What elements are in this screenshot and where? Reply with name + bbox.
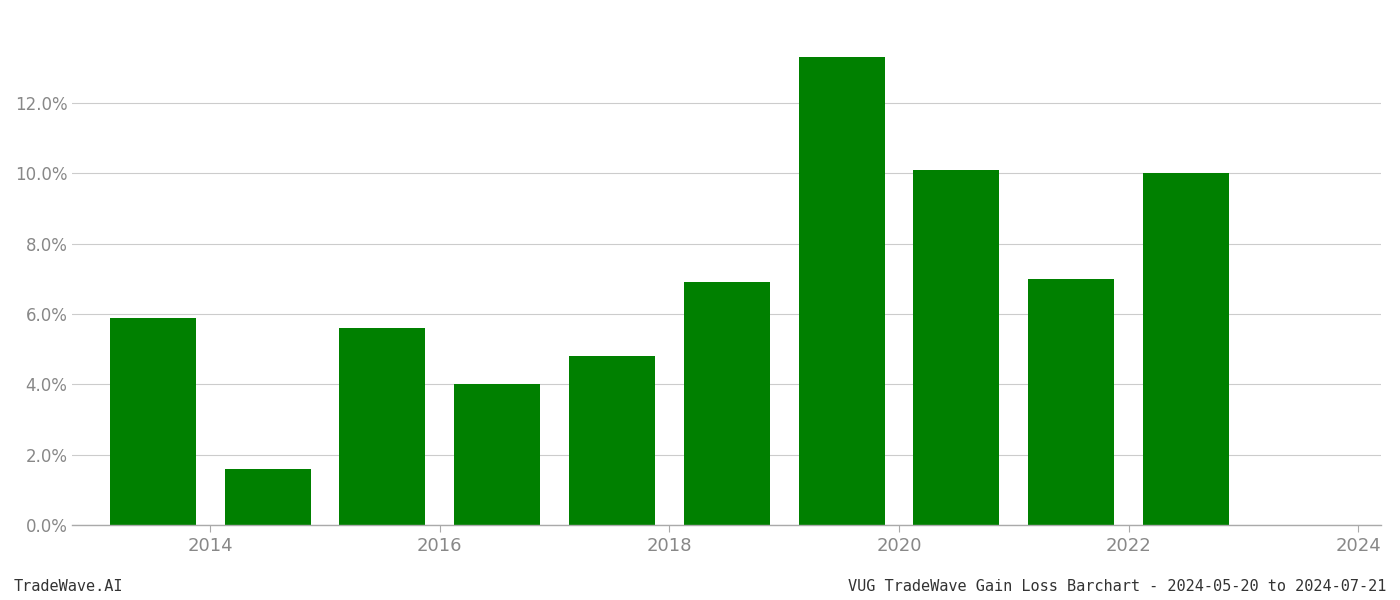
Bar	[1028, 279, 1114, 525]
Bar	[224, 469, 311, 525]
Text: TradeWave.AI: TradeWave.AI	[14, 579, 123, 594]
Bar	[568, 356, 655, 525]
Bar	[1142, 173, 1229, 525]
Bar	[798, 57, 885, 525]
Bar	[454, 385, 540, 525]
Bar	[683, 283, 770, 525]
Bar	[109, 317, 196, 525]
Bar	[913, 170, 1000, 525]
Bar	[339, 328, 426, 525]
Text: VUG TradeWave Gain Loss Barchart - 2024-05-20 to 2024-07-21: VUG TradeWave Gain Loss Barchart - 2024-…	[847, 579, 1386, 594]
